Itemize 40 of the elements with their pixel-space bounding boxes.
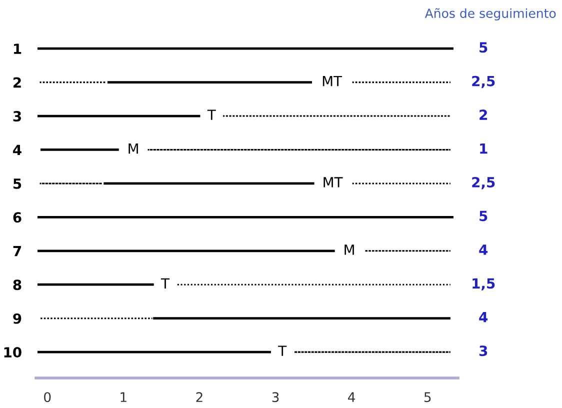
y-tick-label: 7 bbox=[13, 246, 21, 256]
annotation: MT bbox=[322, 76, 342, 86]
x-tick-label: 1 bbox=[120, 392, 126, 402]
y-tick-label: 3 bbox=[13, 110, 21, 122]
text: 4 bbox=[479, 244, 488, 255]
x-tick-label: 3 bbox=[272, 392, 279, 402]
annotation: M bbox=[344, 244, 354, 255]
y-tick-label: 4 bbox=[13, 144, 22, 156]
text: 1,5 bbox=[472, 278, 495, 290]
text: 5 bbox=[480, 210, 488, 222]
y-tick-label: 2 bbox=[14, 77, 21, 88]
text: 2,5 bbox=[472, 176, 495, 190]
y-tick-label: 10 bbox=[4, 347, 22, 358]
bar bbox=[37, 47, 454, 50]
x-tick-label: 2 bbox=[196, 392, 202, 402]
annotation: T bbox=[278, 346, 287, 356]
annotation: T bbox=[160, 278, 170, 288]
text: 2,5 bbox=[472, 76, 495, 88]
text: 3 bbox=[479, 346, 488, 356]
bar bbox=[37, 216, 454, 218]
text: 2 bbox=[480, 110, 487, 120]
text: 5 bbox=[480, 42, 488, 53]
y-tick-label: 6 bbox=[13, 212, 22, 223]
bar bbox=[37, 250, 335, 252]
text: 1 bbox=[480, 143, 488, 154]
annotation: M bbox=[128, 143, 138, 154]
y-tick-label: 5 bbox=[13, 178, 22, 189]
x-tick-label: 0 bbox=[44, 392, 51, 402]
text: 4 bbox=[479, 312, 488, 322]
y-tick-label: 8 bbox=[13, 280, 22, 290]
bar bbox=[37, 283, 154, 286]
bar bbox=[40, 148, 119, 151]
annotation: T bbox=[207, 110, 216, 120]
text: Años de seguimiento bbox=[424, 8, 556, 20]
annotation: MT bbox=[324, 177, 343, 188]
x-tick-label: 5 bbox=[424, 392, 431, 402]
bar bbox=[107, 81, 312, 84]
x-tick-label: 4 bbox=[348, 392, 356, 402]
y-tick-label: 1 bbox=[14, 44, 22, 54]
y-tick-label: 9 bbox=[13, 313, 22, 324]
